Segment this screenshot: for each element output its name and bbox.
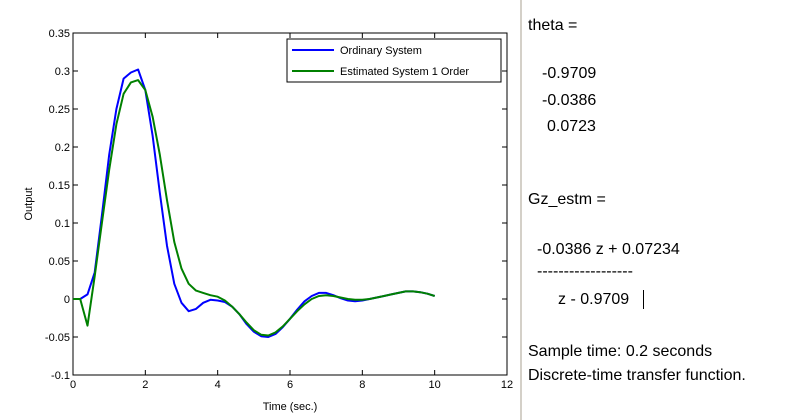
x-tick-label: 10 [429,379,441,391]
tf-description: Discrete-time transfer function. [528,367,746,384]
tf-denominator: z - 0.9709 [558,291,630,308]
command-output: theta = -0.9709 -0.0386 0.0723 Gz_estm =… [528,0,791,420]
y-tick-label: 0.3 [55,66,70,78]
tf-numerator: -0.0386 z + 0.07234 [537,241,680,258]
series-line-estimated [73,79,436,337]
y-tick-label: 0.15 [49,180,70,192]
plot-area [72,32,508,376]
axis-ticks: 0 2 4 6 8 10 12 -0.1 -0.05 0 0.05 0.1 0.15 0.2 0.25 0.3… [45,28,513,391]
theta-value: -0.9709 [542,65,597,82]
x-axis-label: Time (sec.) [263,401,318,413]
legend-box [286,38,502,83]
x-tick-label: 2 [142,379,148,391]
x-tick-label: 4 [215,379,221,391]
legend: Ordinary System Estimated System 1 Order [286,38,502,83]
series-lines [73,68,436,338]
theta-label: theta = [528,17,578,34]
text-cursor [643,290,644,309]
legend-label-estimated: Estimated System 1 Order [340,66,469,78]
sample-time: Sample time: 0.2 seconds [528,343,713,360]
y-tick-label: -0.1 [51,370,70,382]
y-tick-label: 0 [64,294,70,306]
tf-fraction-bar: ------------------ [537,263,633,280]
theta-value: -0.0386 [542,92,597,109]
legend-label-ordinary: Ordinary System [340,45,422,57]
y-tick-label: 0.35 [49,28,70,40]
x-tick-label: 12 [501,379,513,391]
chart: 0 2 4 6 8 10 12 -0.1 -0.05 0 0.05 0.1 0.15 0.2 0.25 0.3… [23,28,513,413]
y-tick-label: 0.05 [49,256,70,268]
y-tick-label: -0.05 [45,332,70,344]
x-tick-label: 6 [287,379,293,391]
plot-panel: 0 2 4 6 8 10 12 -0.1 -0.05 0 0.05 0.1 0.15 0.2 0.25 0.3… [23,28,514,413]
x-tick-label: 0 [70,379,76,391]
gz-label: Gz_estm = [528,191,606,208]
y-axis-label: Output [23,187,35,220]
theta-value: 0.0723 [547,118,596,135]
y-tick-label: 0.25 [49,104,70,116]
y-tick-label: 0.1 [55,218,70,230]
y-tick-label: 0.2 [55,142,70,154]
x-tick-label: 8 [359,379,365,391]
panel-divider [520,0,522,420]
